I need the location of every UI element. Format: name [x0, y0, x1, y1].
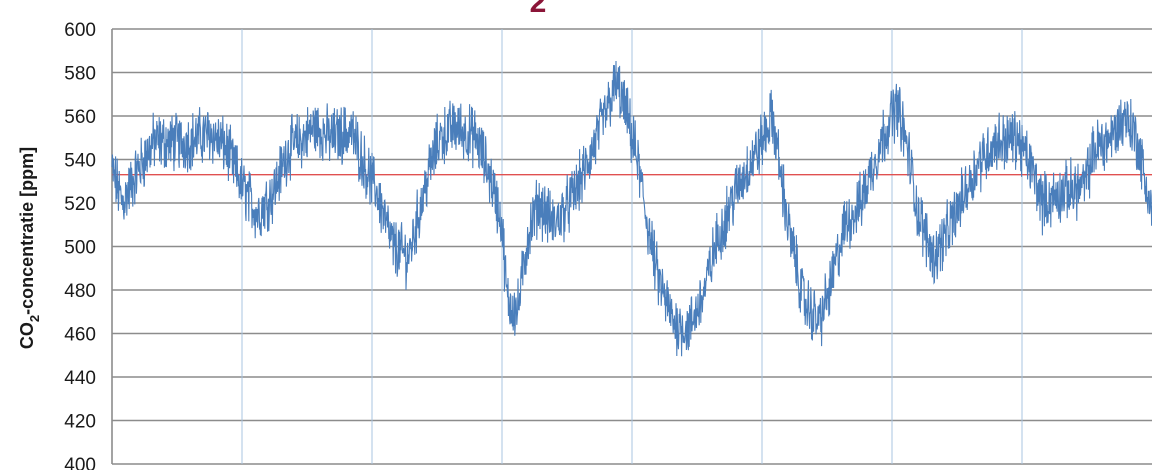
y-tick-label: 580: [64, 64, 96, 85]
y-axis-label: CO2-concentratie [ppm]: [17, 147, 42, 349]
y-tick-label: 560: [64, 107, 96, 128]
y-axis-label-subscript: 2: [27, 315, 42, 322]
y-tick-label: 520: [64, 194, 96, 215]
y-tick-label: 460: [64, 325, 96, 346]
y-tick-label: 420: [64, 412, 96, 433]
y-axis-label-rest: -concentratie [ppm]: [17, 147, 37, 315]
y-tick-label: 600: [64, 20, 96, 41]
co2-series-line: [111, 60, 1152, 357]
y-axis-tick-labels: 400 420 440 460 480 500 520 540 560 580 600: [64, 20, 96, 470]
y-tick-label: 540: [64, 151, 96, 172]
y-tick-label: 480: [64, 281, 96, 302]
y-axis-label-main: CO: [17, 322, 37, 349]
y-tick-label: 500: [64, 238, 96, 259]
y-tick-label: 440: [64, 368, 96, 389]
y-tick-label: 400: [64, 455, 96, 470]
chart-title-fragment: 2: [530, 0, 547, 19]
